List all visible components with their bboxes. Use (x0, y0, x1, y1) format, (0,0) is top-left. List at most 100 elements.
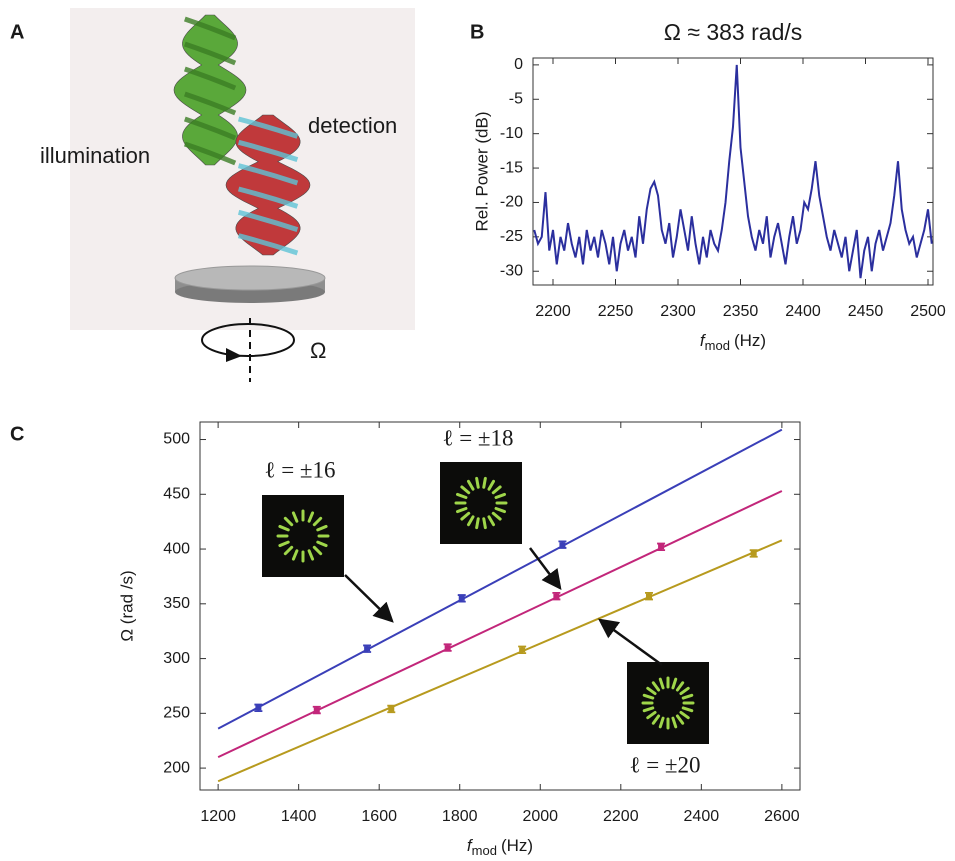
data-point (553, 593, 560, 599)
mode-lobe (651, 714, 661, 725)
rotation-loop (201, 323, 295, 357)
data-point (255, 705, 262, 711)
mode-lobe (312, 516, 323, 527)
y-tick-label: -25 (500, 228, 523, 245)
mode-lobe (646, 686, 657, 696)
data-point (364, 646, 371, 652)
plot-frame (532, 57, 934, 286)
y-tick-label: -10 (500, 125, 523, 142)
fit-line (217, 539, 783, 783)
x-label-unit: (Hz) (734, 331, 766, 350)
fit-line (217, 428, 783, 730)
mode-lobe (681, 693, 694, 700)
helix-fold (237, 163, 299, 186)
mode-lobe (307, 511, 315, 523)
annotation-arrow (529, 547, 562, 590)
mode-lobe (494, 506, 506, 514)
y-tick-label: 300 (163, 650, 190, 667)
helix-fold (184, 16, 237, 41)
x-label-subscript: mod (705, 338, 730, 353)
omega-label: Ω (310, 338, 326, 363)
helix-fold (237, 186, 299, 209)
y-tick-label: 350 (163, 595, 190, 612)
mode-lobe (491, 511, 502, 521)
mode-lobe (460, 485, 471, 495)
data-point (458, 595, 465, 601)
helix-fold (237, 139, 299, 163)
panel-label: A (10, 21, 24, 43)
illumination-label: illumination (40, 143, 150, 168)
helix-fold (184, 91, 237, 116)
fit-line (217, 490, 783, 759)
mode-lobe (456, 506, 468, 514)
x-tick-label: 2000 (522, 808, 558, 825)
y-tick-label: 400 (163, 540, 190, 557)
data-point (750, 550, 757, 556)
mode-inset (262, 495, 344, 577)
x-tick-label: 1600 (361, 808, 397, 825)
mode-lobe (283, 545, 294, 556)
mode-lobe (491, 485, 502, 495)
mode-lobe (475, 476, 480, 489)
x-tick-label: 2300 (660, 303, 696, 320)
y-tick-label: -30 (500, 262, 523, 279)
annotation-arrow (597, 618, 663, 667)
helix-fold (237, 233, 299, 256)
mode-lobe (671, 677, 678, 690)
annotation-arrow (344, 574, 394, 623)
spectrum-line (533, 64, 933, 279)
helix (173, 14, 247, 166)
chart-title: Ω ≈ 383 rad/s (664, 19, 803, 45)
mode-lobe (642, 693, 655, 700)
helix-fold (184, 66, 237, 91)
data-point (444, 645, 451, 651)
x-tick-label: 1800 (442, 808, 478, 825)
mode-lobe (646, 710, 657, 720)
helix-fold (184, 41, 237, 66)
data-point (313, 707, 320, 713)
mode-lobe (482, 517, 487, 530)
mode-lobe (291, 549, 299, 561)
mode-lobe (456, 492, 468, 500)
data-point (519, 647, 526, 653)
y-tick-label: 0 (514, 56, 523, 73)
mode-inset (627, 662, 709, 744)
x-tick-label: 2500 (910, 303, 946, 320)
mode-lobe (291, 511, 299, 523)
mode-lobe (651, 681, 661, 692)
mode-lobe (494, 492, 506, 500)
y-tick-label: 200 (163, 759, 190, 776)
mode-lobe (475, 517, 480, 530)
x-label-symbol: f (700, 331, 707, 350)
x-tick-label: 2200 (603, 808, 639, 825)
series-label: ℓ = ±20 (629, 752, 700, 777)
y-axis-label: Ω (rad /s) (117, 570, 136, 641)
x-tick-label: 2450 (848, 303, 884, 320)
data-point (559, 542, 566, 548)
helix-fold (237, 209, 299, 233)
mode-lobe (278, 540, 290, 548)
mode-lobe (307, 549, 315, 561)
x-label-subscript: mod (472, 843, 497, 858)
plot-frame (199, 421, 801, 791)
mode-lobe (316, 540, 328, 548)
x-tick-label: 2400 (785, 303, 821, 320)
y-tick-label: -15 (500, 159, 523, 176)
y-tick-label: -20 (500, 194, 523, 211)
x-tick-label: 2350 (723, 303, 759, 320)
x-tick-label: 2250 (598, 303, 634, 320)
data-point (658, 544, 665, 550)
y-tick-label: 250 (163, 705, 190, 722)
mode-lobe (467, 515, 475, 527)
series-label: ℓ = ±16 (264, 457, 335, 482)
mode-inset (440, 462, 522, 544)
mode-lobe (467, 479, 475, 491)
x-label-symbol: f (467, 836, 474, 855)
panel-label: B (470, 21, 484, 43)
helix-fold (184, 116, 237, 141)
detection-label: detection (308, 113, 397, 138)
x-tick-label: 2600 (764, 808, 800, 825)
x-tick-label: 1200 (200, 808, 236, 825)
mode-lobe (487, 515, 495, 527)
mode-lobe (312, 545, 323, 556)
